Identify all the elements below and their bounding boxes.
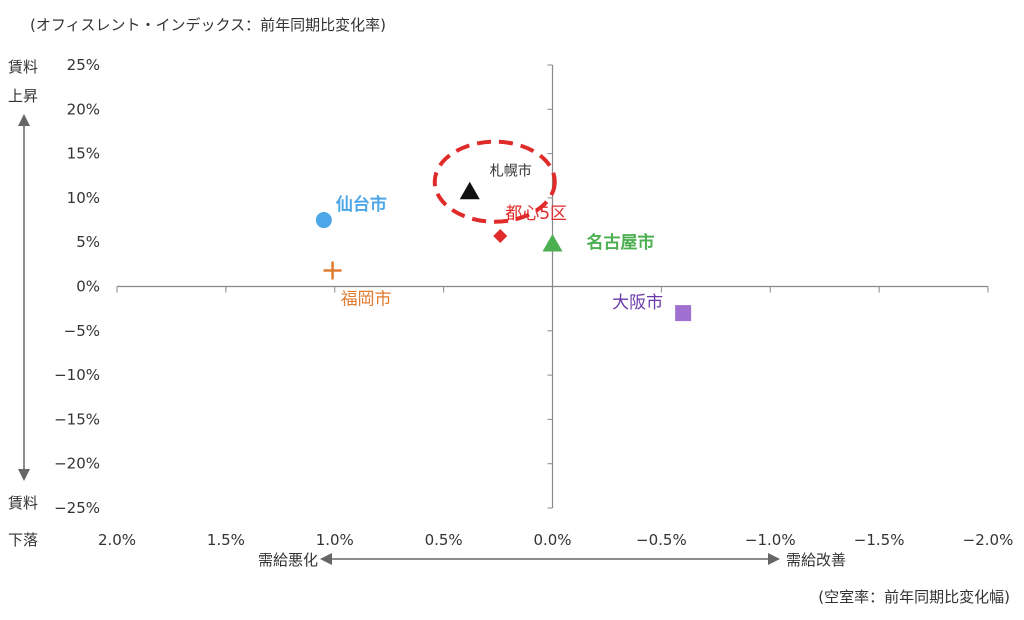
point-2-label: 札幌市 bbox=[490, 163, 532, 180]
y-top-label-2: 上昇 bbox=[8, 87, 38, 105]
y-tick-label-5: 0% bbox=[76, 278, 100, 296]
point-3-label: 都心5区 bbox=[505, 204, 567, 224]
axes bbox=[116, 64, 989, 509]
y-tick-label-8: −15% bbox=[54, 410, 100, 428]
y-tick-label-0: 25% bbox=[67, 56, 100, 74]
point-0-circle bbox=[315, 212, 332, 229]
y-tick-label-7: −10% bbox=[54, 366, 100, 384]
x-tick-labels: 2.0% 1.5% 1.0% 0.5% 0.0% −0.5% −1.0% −1.5% −2.0% bbox=[98, 531, 1013, 549]
highlight-ellipse bbox=[432, 139, 557, 224]
y-top-label-1: 賃料 bbox=[8, 58, 38, 76]
x-tick-label-6: −1.0% bbox=[745, 531, 796, 549]
y-tick-label-1: 20% bbox=[67, 100, 100, 118]
point-4-label: 名古屋市 bbox=[587, 232, 655, 253]
y-tick-label-4: 5% bbox=[76, 233, 100, 251]
y-tick-label-3: 10% bbox=[67, 189, 100, 207]
y-bottom-label-1: 賃料 bbox=[8, 494, 38, 512]
point-2-triangle bbox=[459, 181, 480, 200]
y-bottom-label-2: 下落 bbox=[8, 531, 38, 549]
point-1-label: 福岡市 bbox=[341, 290, 392, 310]
x-tick-label-4: 0.0% bbox=[533, 531, 571, 549]
x-tick-label-3: 0.5% bbox=[425, 531, 463, 549]
y-tick-labels: 25% 20% 15% 10% 5% 0% −5% −10% −15% −20% −25% bbox=[54, 56, 100, 517]
y-tick-label-2: 15% bbox=[67, 145, 100, 163]
point-3-diamond bbox=[493, 228, 508, 243]
y-tick-label-6: −5% bbox=[64, 322, 100, 340]
y-tick-label-10: −25% bbox=[54, 499, 100, 517]
x-tick-label-8: −2.0% bbox=[963, 531, 1014, 549]
y-tick-label-9: −20% bbox=[54, 455, 100, 473]
highlight-layer bbox=[432, 139, 557, 224]
x-tick-label-1: 1.5% bbox=[207, 531, 245, 549]
data-points bbox=[315, 181, 692, 322]
point-4-triangle bbox=[542, 233, 563, 252]
x-right-label: 需給改善 bbox=[786, 551, 846, 569]
point-5-label: 大阪市 bbox=[612, 293, 663, 313]
point-0-label: 仙台市 bbox=[336, 194, 387, 215]
x-tick-label-7: −1.5% bbox=[854, 531, 905, 549]
point-1-plus bbox=[323, 261, 342, 280]
x-left-label: 需給悪化 bbox=[258, 551, 318, 569]
y-axis-note: (オフィスレント・インデックス：前年同期比変化率) bbox=[30, 16, 386, 34]
x-tick-label-0: 2.0% bbox=[98, 531, 136, 549]
x-tick-label-5: −0.5% bbox=[636, 531, 687, 549]
x-axis-note: (空室率：前年同期比変化幅) bbox=[818, 588, 1010, 606]
point-5-square bbox=[675, 305, 692, 322]
x-tick-label-2: 1.0% bbox=[316, 531, 354, 549]
